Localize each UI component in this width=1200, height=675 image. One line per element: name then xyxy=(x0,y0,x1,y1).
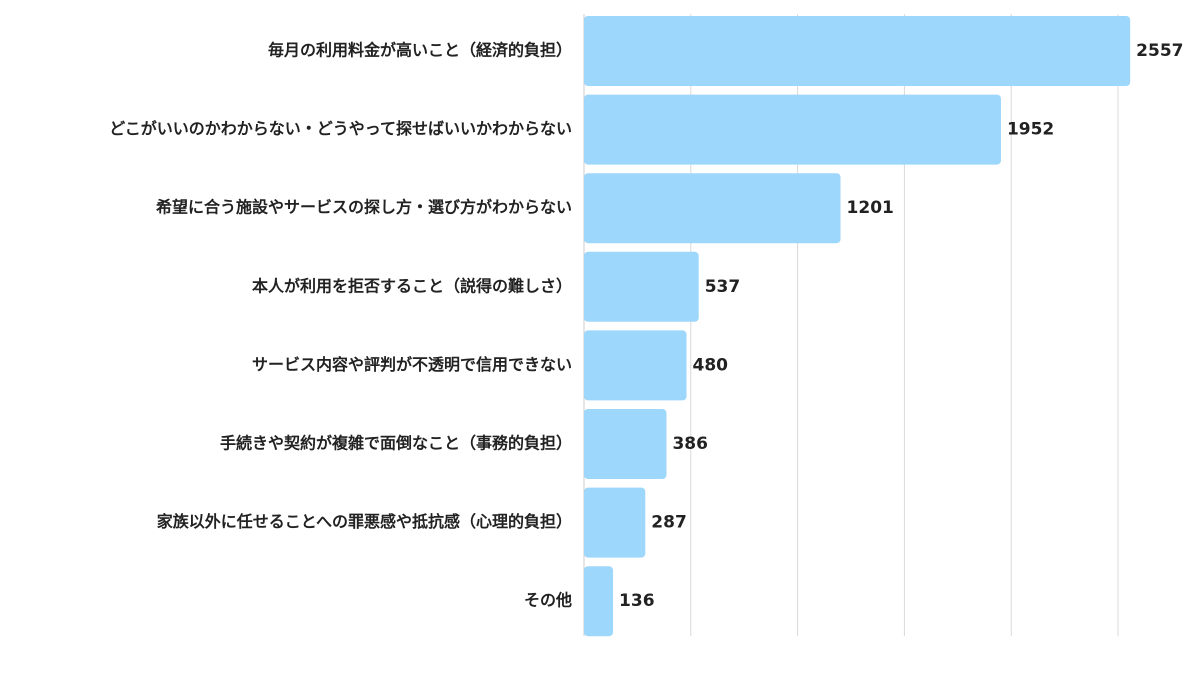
bar-2 xyxy=(584,173,841,244)
category-label-1: どこがいいのかわからない・どうやって探せばいいかわからない xyxy=(109,119,572,138)
value-label-0: 2557 xyxy=(1136,41,1183,61)
category-label-7: その他 xyxy=(524,591,572,610)
value-label-1: 1952 xyxy=(1007,120,1054,140)
bar-7 xyxy=(584,566,614,637)
value-label-5: 386 xyxy=(672,434,708,454)
value-label-4: 480 xyxy=(693,355,729,375)
category-label-4: サービス内容や評判が不透明で信用できない xyxy=(252,355,572,374)
bar-3 xyxy=(584,251,699,322)
value-label-7: 136 xyxy=(619,591,655,611)
bar-1 xyxy=(584,94,1001,165)
bar-4 xyxy=(584,330,687,401)
category-label-6: 家族以外に任せることへの罪悪感や抵抗感（心理的負担） xyxy=(157,512,572,531)
bars xyxy=(584,16,1131,637)
value-label-6: 287 xyxy=(651,513,687,533)
bar-5 xyxy=(584,409,667,479)
bar-6 xyxy=(584,487,646,558)
category-label-0: 毎月の利用料金が高いこと（経済的負担） xyxy=(268,41,572,60)
bar-0 xyxy=(584,16,1131,86)
category-label-2: 希望に合う施設やサービスの探し方・選び方がわからない xyxy=(156,198,572,217)
category-label-5: 手続きや契約が複雑で面倒なこと（事務的負担） xyxy=(220,434,572,453)
category-labels: 毎月の利用料金が高いこと（経済的負担） どこがいいのかわからない・どうやって探せば… xyxy=(109,41,572,610)
value-labels: 2557 1952 1201 537 480 386 287 136 xyxy=(619,41,1183,611)
category-label-3: 本人が利用を拒否すること（説得の難しさ） xyxy=(252,276,572,295)
value-label-3: 537 xyxy=(705,277,741,297)
value-label-2: 1201 xyxy=(847,198,894,218)
